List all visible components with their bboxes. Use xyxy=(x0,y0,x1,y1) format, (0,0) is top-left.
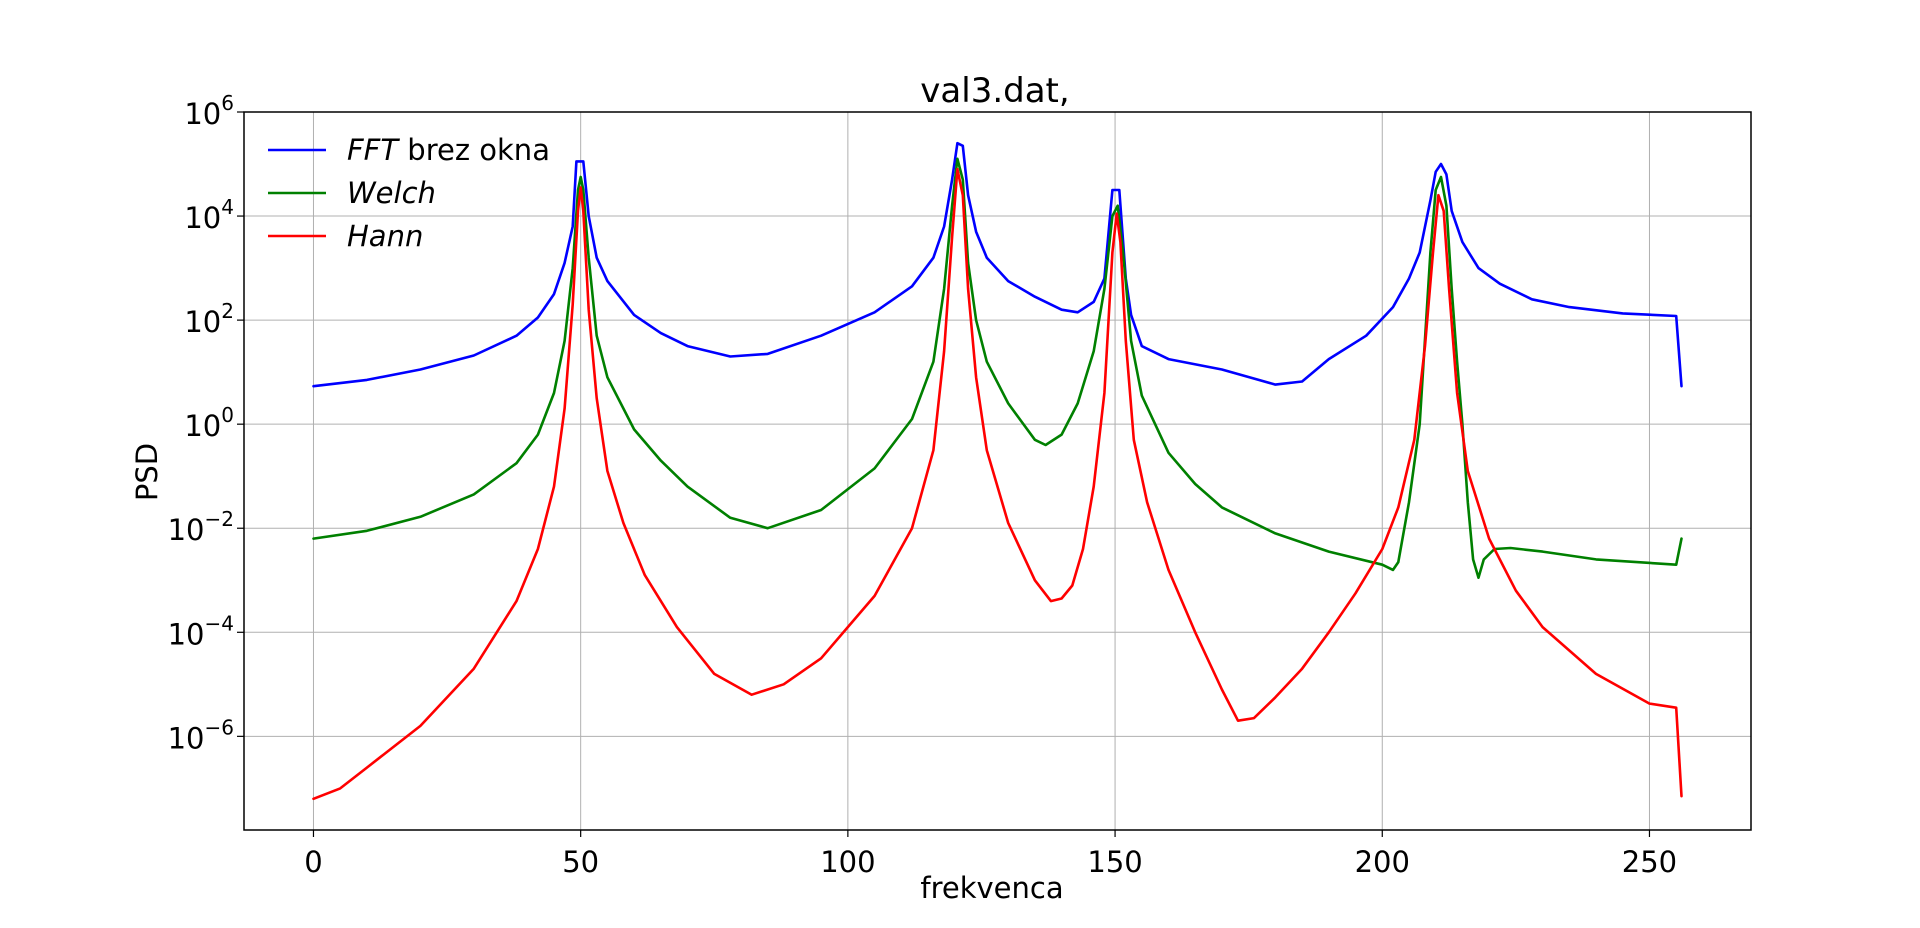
y-axis-label: PSD xyxy=(130,443,164,501)
x-tick-label: 200 xyxy=(1355,845,1410,879)
y-tick-exponent: −6 xyxy=(205,715,234,739)
y-tick-base: 10 xyxy=(168,721,205,755)
x-tick-label: 150 xyxy=(1087,845,1142,879)
y-tick-base: 10 xyxy=(168,513,205,547)
series-layer xyxy=(312,141,1683,801)
series-line-0 xyxy=(312,141,1683,388)
legend-item: FFT brez okna xyxy=(268,133,550,167)
y-tick-label: 10−6 xyxy=(168,715,234,755)
y-tick-exponent: −4 xyxy=(205,611,234,635)
grid xyxy=(244,111,1751,830)
y-tick-base: 10 xyxy=(168,617,205,651)
y-tick-exponent: 6 xyxy=(221,91,234,115)
y-tick-exponent: −2 xyxy=(205,507,234,531)
legend-label-italic: Welch xyxy=(347,176,436,210)
y-tick-base: 10 xyxy=(184,409,221,443)
x-tick-label: 50 xyxy=(562,845,599,879)
legend-label: FFT brez okna xyxy=(347,133,550,167)
y-tick-exponent: 0 xyxy=(221,403,234,427)
y-tick-label: 100 xyxy=(184,403,234,443)
legend-item: Hann xyxy=(268,219,423,253)
y-tick-label: 104 xyxy=(184,195,234,235)
series-line-2 xyxy=(312,167,1683,801)
legend-label-italic: FFT xyxy=(347,133,400,167)
y-tick-base: 10 xyxy=(184,97,221,131)
y-tick-exponent: 4 xyxy=(221,195,234,219)
x-tick-label: 100 xyxy=(820,845,875,879)
legend-label: Welch xyxy=(347,176,436,210)
y-tick-label: 10−4 xyxy=(168,611,234,651)
legend-label: Hann xyxy=(347,219,423,253)
y-tick-label: 106 xyxy=(184,91,234,131)
y-tick-label: 102 xyxy=(184,299,234,339)
legend-item: Welch xyxy=(268,176,436,210)
x-tick-label: 250 xyxy=(1622,845,1677,879)
legend-label-rest: brez okna xyxy=(398,133,550,167)
y-tick-exponent: 2 xyxy=(221,299,234,323)
plot-frame xyxy=(243,111,1752,831)
y-tick-base: 10 xyxy=(184,201,221,235)
y-tick-base: 10 xyxy=(184,305,221,339)
x-axis-label: frekvenca xyxy=(920,871,1063,905)
y-tick-label: 10−2 xyxy=(168,507,234,547)
series-line-1 xyxy=(312,157,1683,579)
x-tick-label: 0 xyxy=(304,845,322,879)
legend: FFT brez okna Welch Hann xyxy=(268,133,550,253)
chart-title: val3.dat, xyxy=(920,71,1069,111)
legend-label-italic: Hann xyxy=(347,219,423,253)
